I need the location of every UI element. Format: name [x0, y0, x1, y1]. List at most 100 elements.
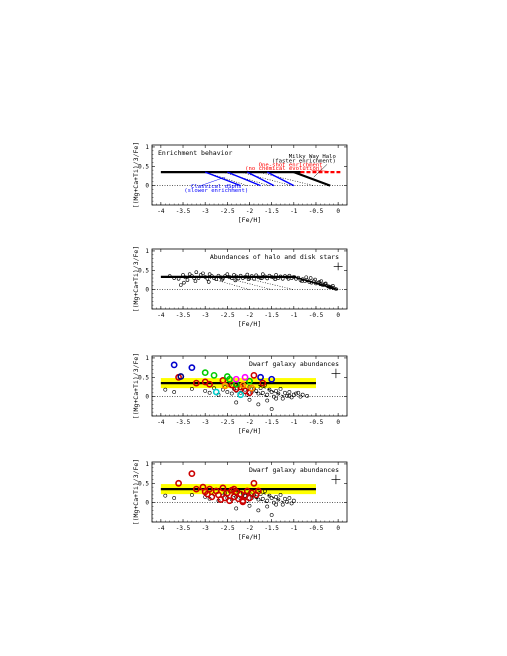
data-point	[196, 276, 201, 280]
y-tick-label: 1	[145, 461, 149, 468]
data-point	[258, 276, 263, 280]
colored-point	[221, 382, 229, 390]
x-tick-label: 0	[336, 525, 340, 532]
x-tick-label: 0	[336, 312, 340, 319]
y-tick-label: 1	[145, 248, 149, 255]
x-tick-label: -2.5	[220, 208, 235, 215]
data-point	[296, 275, 301, 280]
panel-3: -4 -3.5 -3 -2.5 -2 -1.5 -1 -0.5 0 0 0.5 1 [Fe/H] [(Mg…	[132, 353, 348, 435]
data-point	[299, 279, 304, 283]
data-point	[300, 392, 305, 397]
data-point	[189, 493, 194, 497]
data-point	[247, 503, 252, 508]
data-point	[181, 273, 185, 277]
panel-1: -4 -3.5 -3 -2.5 -2 -1.5 -1 -0.5 0 0 0.5 1 [Fe/H] [(Mg…	[132, 142, 348, 224]
x-tick-label: -1	[290, 525, 298, 532]
data-point	[267, 387, 272, 392]
hatch-line	[258, 171, 314, 186]
colored-point	[188, 364, 196, 372]
data-point	[176, 277, 181, 281]
error-bar	[331, 368, 341, 379]
data-point	[172, 496, 177, 500]
panel-title: Dwarf galaxy abundances	[249, 360, 339, 368]
data-point	[271, 394, 276, 399]
plot-area	[152, 170, 347, 187]
x-tick-label: -0.5	[309, 525, 324, 532]
colored-point	[192, 379, 200, 387]
data-point	[328, 285, 332, 290]
data-point	[207, 390, 212, 395]
x-tick-label: -3.5	[176, 208, 191, 215]
colored-point	[250, 479, 258, 487]
data-point	[285, 393, 290, 398]
annotation-pointer	[200, 176, 226, 186]
data-point	[256, 508, 261, 513]
data-point	[287, 273, 292, 278]
panel-title: Abundances of halo and disk stars	[210, 253, 339, 261]
data-point	[285, 499, 290, 504]
colored-point	[210, 371, 218, 379]
dsph-slope-line	[266, 171, 295, 187]
panel-4: -4 -3.5 -3 -2.5 -2 -1.5 -1 -0.5 0 0 0.5 1 [Fe/H] [(Mg…	[132, 459, 348, 541]
data-point	[206, 280, 211, 284]
y-tick-label: 1	[145, 144, 149, 151]
x-tick-label: -2	[246, 419, 254, 426]
data-point	[283, 390, 287, 395]
hatch-line	[240, 276, 294, 290]
colored-point	[226, 497, 233, 505]
data-point	[258, 386, 263, 391]
data-point	[278, 387, 283, 391]
hatch-line	[222, 276, 272, 290]
panel-2: -4 -3.5 -3 -2.5 -2 -1.5 -1 -0.5 0 0 0.5 1 [Fe/H] [(Mg…	[132, 246, 348, 328]
data-point	[214, 277, 219, 281]
data-point	[280, 277, 285, 281]
data-point	[260, 496, 265, 501]
x-tick-label: 0	[336, 208, 340, 215]
x-tick-label: -1.5	[264, 312, 279, 319]
data-point	[260, 390, 265, 395]
data-point	[229, 276, 234, 280]
data-point	[291, 392, 296, 397]
data-point	[205, 277, 210, 281]
colored-point	[259, 379, 267, 387]
colored-point	[203, 490, 211, 498]
data-point	[318, 282, 323, 287]
data-point	[254, 273, 258, 278]
data-point	[183, 275, 188, 280]
data-point	[234, 274, 239, 279]
colored-point	[257, 373, 264, 381]
y-tick-label: 0	[145, 287, 149, 294]
data-point	[263, 274, 267, 279]
data-point	[172, 390, 177, 394]
data-point	[256, 402, 261, 407]
data-point	[229, 391, 234, 396]
data-point	[317, 280, 322, 284]
x-tick-label: 0	[336, 419, 340, 426]
x-tick-label: -2	[246, 312, 254, 319]
data-point	[203, 388, 208, 393]
data-point	[314, 281, 318, 286]
colored-point	[248, 384, 256, 392]
data-point	[276, 391, 281, 396]
data-point	[280, 396, 285, 401]
data-point	[193, 279, 198, 283]
data-point	[256, 275, 261, 280]
x-tick-label: -2.5	[220, 525, 235, 532]
data-point	[319, 279, 324, 283]
data-point	[274, 502, 278, 507]
colored-point	[201, 369, 209, 377]
colored-point	[188, 470, 196, 478]
data-point	[243, 275, 247, 279]
data-point	[276, 497, 281, 502]
data-point	[313, 277, 317, 282]
data-point	[236, 276, 241, 281]
colored-point	[230, 485, 238, 493]
x-tick-label: -1.5	[264, 525, 279, 532]
data-point	[163, 493, 168, 498]
y-tick-label: 0	[145, 394, 149, 401]
data-point	[260, 272, 265, 276]
data-point	[291, 498, 296, 503]
data-point	[172, 276, 176, 280]
x-tick-label: -4	[157, 312, 165, 319]
